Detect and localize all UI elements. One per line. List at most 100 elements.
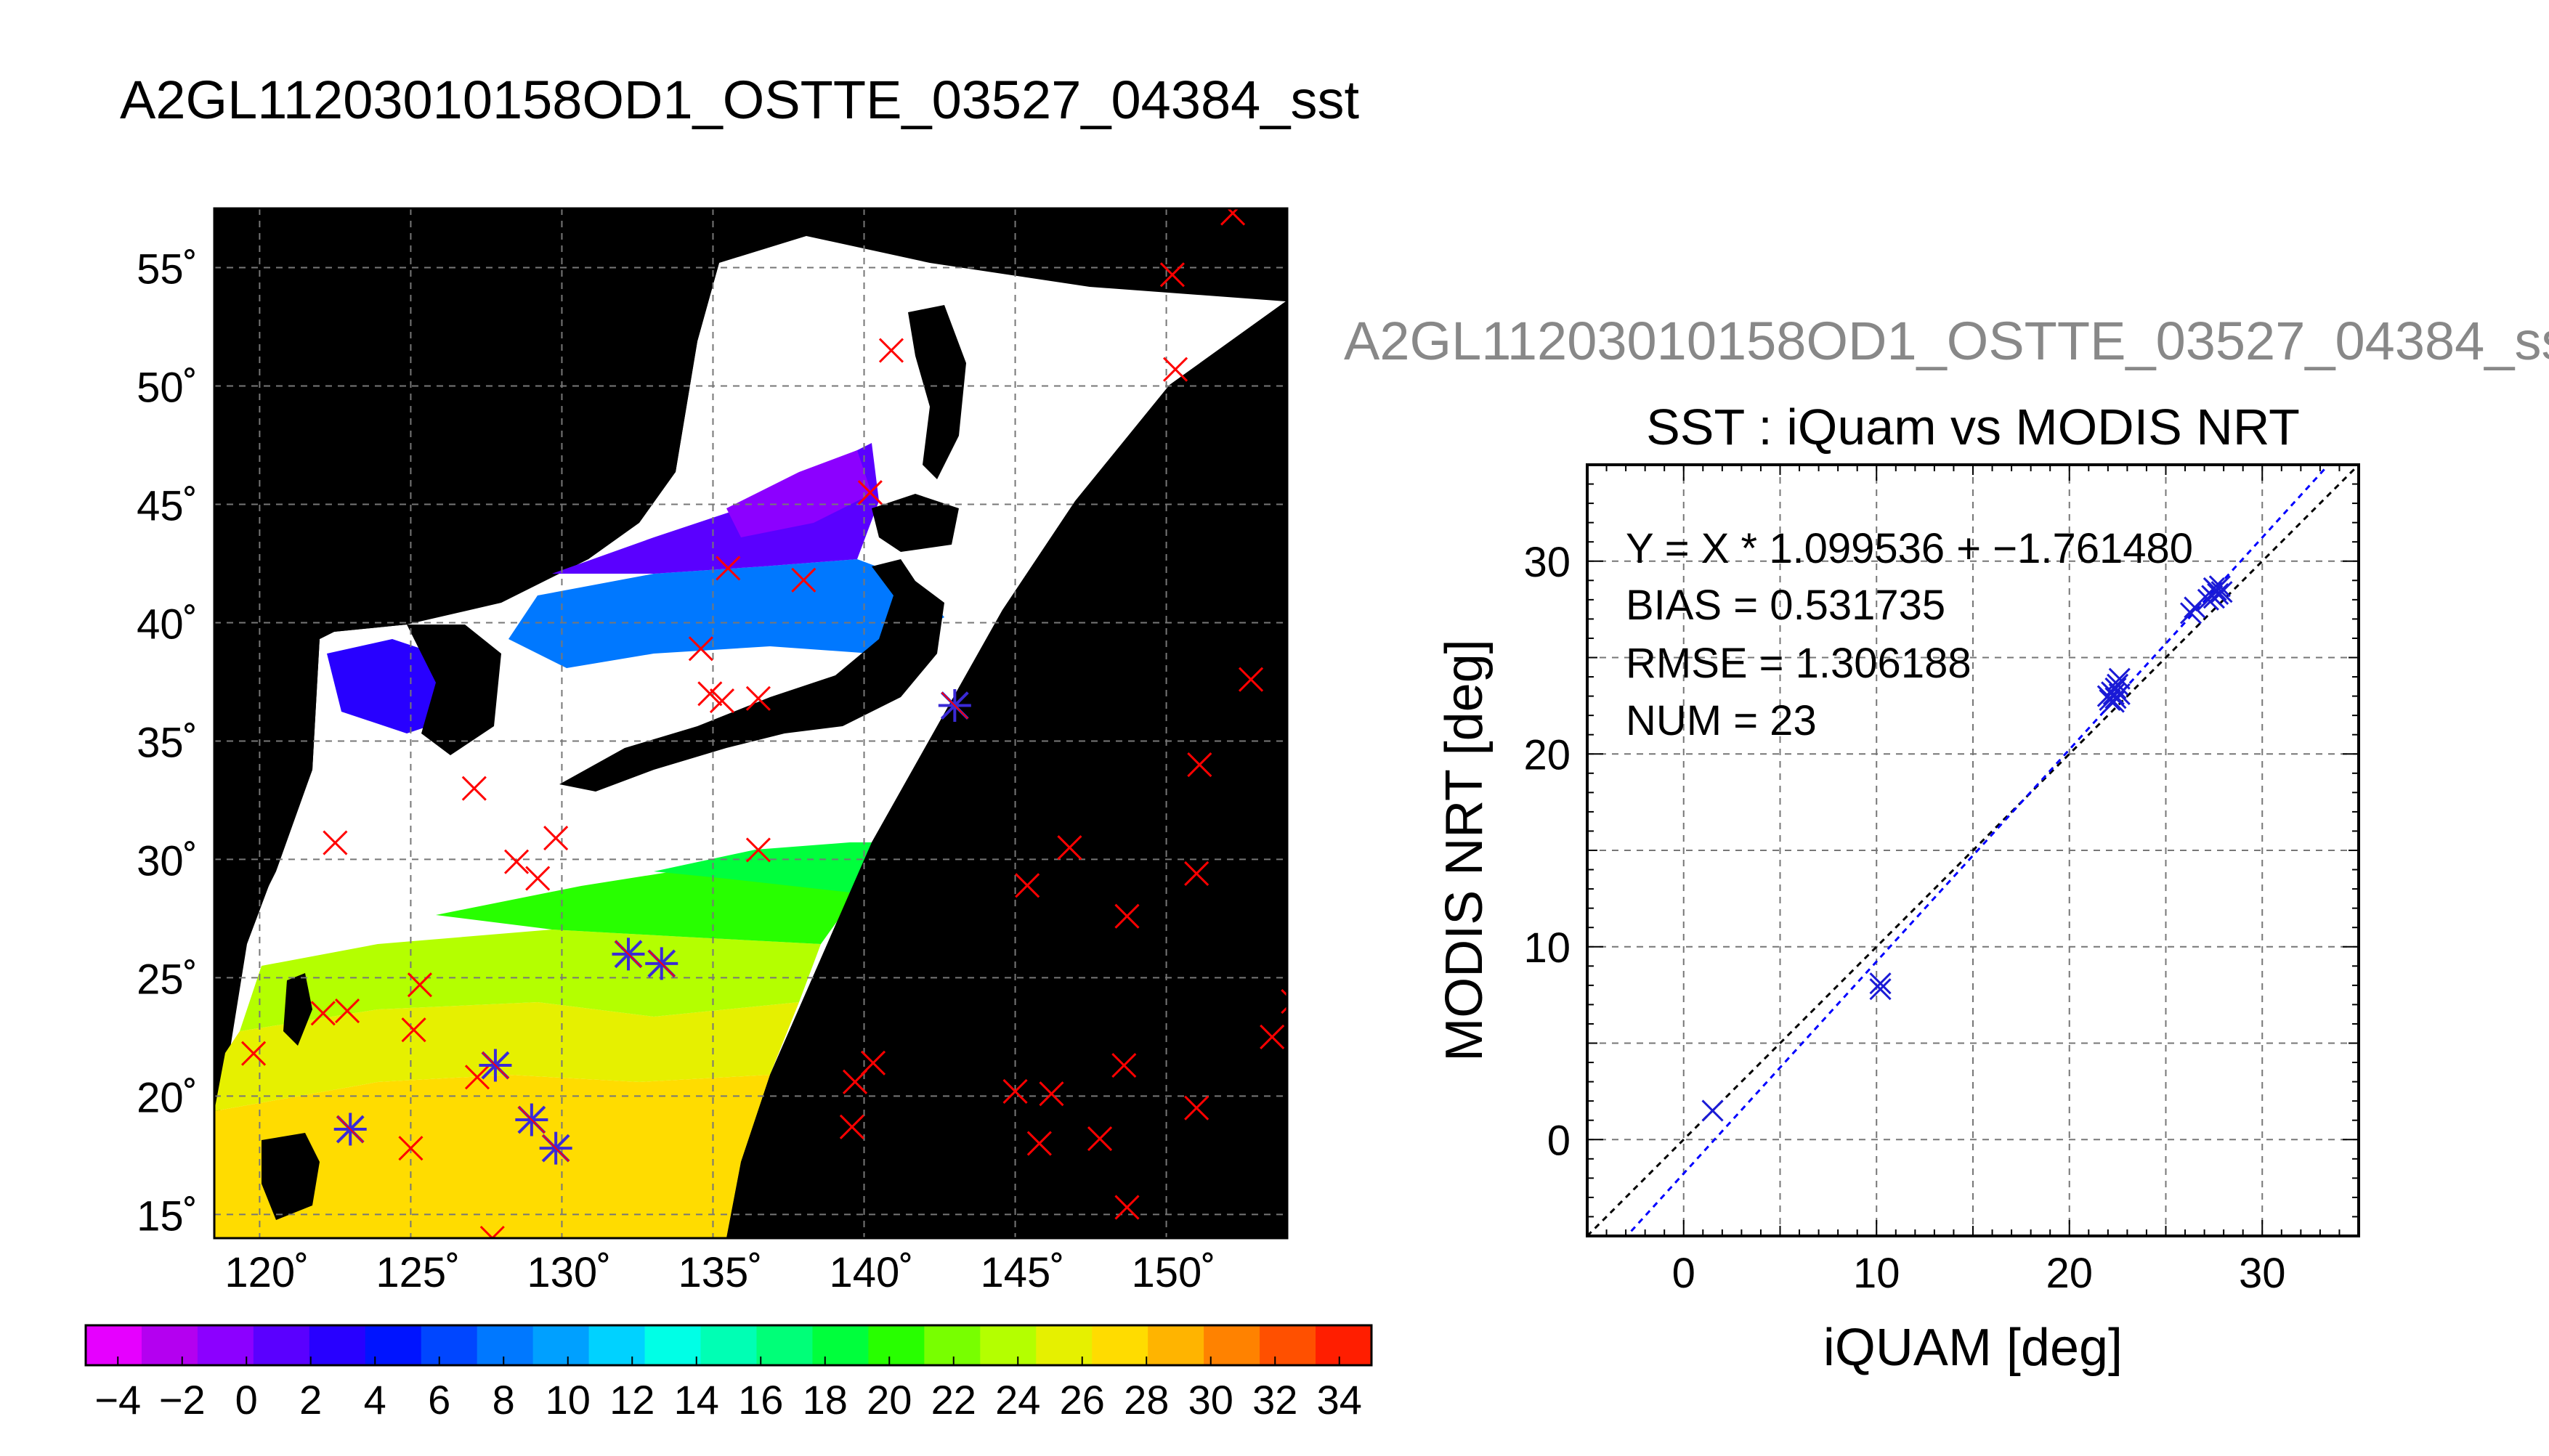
y-tick-label: 10 — [1523, 924, 1571, 972]
matchup-marker-rejected — [1184, 861, 1209, 887]
matchup-marker-rejected — [1260, 1024, 1285, 1049]
stats-box: Y = X * 1.099536 + −1.761480 BIAS = 0.53… — [1626, 525, 2193, 744]
colorbar-segment — [756, 1325, 813, 1365]
matchup-marker-rejected — [323, 830, 348, 855]
scatter-point — [2099, 688, 2121, 711]
colorbar-tick-label: 10 — [546, 1377, 591, 1423]
lon-tick-label: 150˚ — [1132, 1249, 1216, 1296]
colorbar-tick-label: −2 — [159, 1377, 206, 1423]
matchup-marker-rejected — [860, 1050, 886, 1075]
colorbar-tick-label: 2 — [299, 1377, 322, 1423]
colorbar-segment — [532, 1325, 590, 1365]
y-tick-label: 30 — [1523, 539, 1571, 586]
matchup-marker-rejected — [688, 636, 713, 662]
lon-tick-label: 120˚ — [224, 1249, 309, 1296]
scatter-title: SST : iQuam vs MODIS NRT — [1646, 399, 2300, 455]
lon-tick-label: 140˚ — [829, 1249, 913, 1296]
colorbar-segment — [644, 1325, 702, 1365]
matchup-marker-rejected — [398, 1136, 424, 1161]
colorbar-segment — [980, 1325, 1037, 1365]
lon-tick-label: 145˚ — [981, 1249, 1065, 1296]
stat-bias: BIAS = 0.531735 — [1626, 582, 1945, 629]
scatter-point — [2108, 683, 2131, 706]
matchup-marker-rejected — [745, 837, 771, 863]
matchup-marker-rejected — [697, 681, 723, 707]
sst-band-cold — [552, 443, 879, 574]
matchup-marker-rejected — [407, 972, 432, 998]
matchup-marker-rejected — [839, 1114, 864, 1139]
sst-band-cool — [508, 559, 944, 668]
scatter-point — [1869, 978, 1892, 1001]
colorbar-tick-label: 8 — [493, 1377, 515, 1423]
matchup-marker-rejected — [1087, 1126, 1113, 1152]
lat-tick-label: 35˚ — [137, 719, 198, 766]
land-asia — [214, 208, 719, 1002]
colorbar-segment — [1204, 1325, 1260, 1365]
colorbar-segment — [1148, 1325, 1204, 1365]
colorbar: −4 −2 0 2 4 6 8 10 12 14 16 18 20 22 24 26 28 30 32 34 — [84, 1324, 1373, 1423]
scatter-ticks: 0 10 20 30 0 10 20 30 — [1523, 464, 2359, 1297]
matchup-marker-rejected — [1187, 752, 1212, 778]
lon-tick-label: 125˚ — [376, 1249, 460, 1296]
map-grid — [214, 208, 1287, 1238]
longitude-labels: 120˚ 125˚ 130˚ 135˚ 140˚ 145˚ 150˚ — [224, 1249, 1215, 1296]
matchup-marker-rejected — [791, 567, 816, 593]
sst-map: 15˚ 20˚ 25˚ 30˚ 35˚ 40˚ 45˚ 50˚ 55˚ 120˚ 125˚ 130˚… — [137, 207, 1289, 1296]
page-title: A2GL11203010158OD1_OSTTE_03527_04384_sst — [120, 70, 1359, 130]
lat-tick-label: 15˚ — [137, 1192, 198, 1240]
matchup-marker-rejected — [745, 686, 771, 711]
matchup-marker-valid — [612, 938, 645, 971]
matchup-marker-valid — [515, 1103, 548, 1136]
matchup-marker-rejected — [461, 776, 487, 801]
matchup-marker-rejected — [1114, 1195, 1140, 1220]
x-tick-label: 20 — [2046, 1250, 2093, 1297]
land-japan — [559, 559, 944, 792]
matchup-marker-rejected — [1162, 357, 1188, 382]
scatter-point — [1701, 1099, 1724, 1122]
colorbar-tick-label: 32 — [1252, 1377, 1297, 1423]
colorbar-segment — [1036, 1325, 1093, 1365]
scatter-subtitle: A2GL11203010158OD1_OSTTE_03527_04384_sst — [1344, 311, 2549, 371]
colorbar-segment — [1260, 1325, 1316, 1365]
scatter-point — [2108, 667, 2131, 690]
matchup-marker-valid — [539, 1131, 572, 1165]
colorbar-segment — [477, 1325, 534, 1365]
lat-tick-label: 55˚ — [137, 245, 198, 293]
colorbar-tick-label: 14 — [674, 1377, 719, 1423]
lat-tick-label: 30˚ — [137, 837, 198, 884]
lon-tick-label: 135˚ — [678, 1249, 762, 1296]
matchup-marker-rejected — [1281, 988, 1287, 1014]
matchup-marker-rejected — [1026, 1131, 1052, 1156]
matchup-marker-rejected — [241, 1041, 267, 1066]
colorbar-tick-label: 20 — [867, 1377, 912, 1423]
matchup-marker-rejected — [464, 1065, 490, 1090]
matchup-points — [241, 208, 1287, 1238]
scatter-point — [2197, 588, 2219, 611]
scatter-point — [2102, 683, 2125, 706]
scatter-point — [2184, 596, 2206, 619]
colorbar-tick-label: −4 — [94, 1377, 141, 1423]
colorbar-frame — [84, 1324, 1373, 1367]
colorbar-tick-label: 16 — [738, 1377, 783, 1423]
matchup-marker-rejected — [1184, 1095, 1209, 1121]
matchup-marker-rejected — [1015, 873, 1040, 898]
lat-tick-label: 50˚ — [137, 364, 198, 411]
latitude-labels: 15˚ 20˚ 25˚ 30˚ 35˚ 40˚ 45˚ 50˚ 55˚ — [137, 245, 198, 1240]
colorbar-tick-label: 18 — [803, 1377, 848, 1423]
colorbar-tick-label: 4 — [364, 1377, 386, 1423]
scatter-points — [1701, 575, 2233, 1122]
colorbar-tick-label: 0 — [235, 1377, 258, 1423]
colorbar-segment — [1092, 1325, 1148, 1365]
colorbar-tick-label: 26 — [1060, 1377, 1105, 1423]
land-philippines — [262, 1133, 320, 1220]
matchup-marker-rejected — [1159, 262, 1185, 288]
colorbar-segment — [365, 1325, 422, 1365]
scatter-point — [2202, 577, 2225, 599]
matchup-marker-rejected — [1002, 1078, 1028, 1104]
matchup-marker-rejected — [503, 849, 530, 874]
colorbar-segment — [868, 1325, 925, 1365]
y-tick-label: 20 — [1523, 731, 1571, 778]
matchup-marker-rejected — [1220, 208, 1246, 226]
matchup-marker-rejected — [1239, 667, 1264, 692]
